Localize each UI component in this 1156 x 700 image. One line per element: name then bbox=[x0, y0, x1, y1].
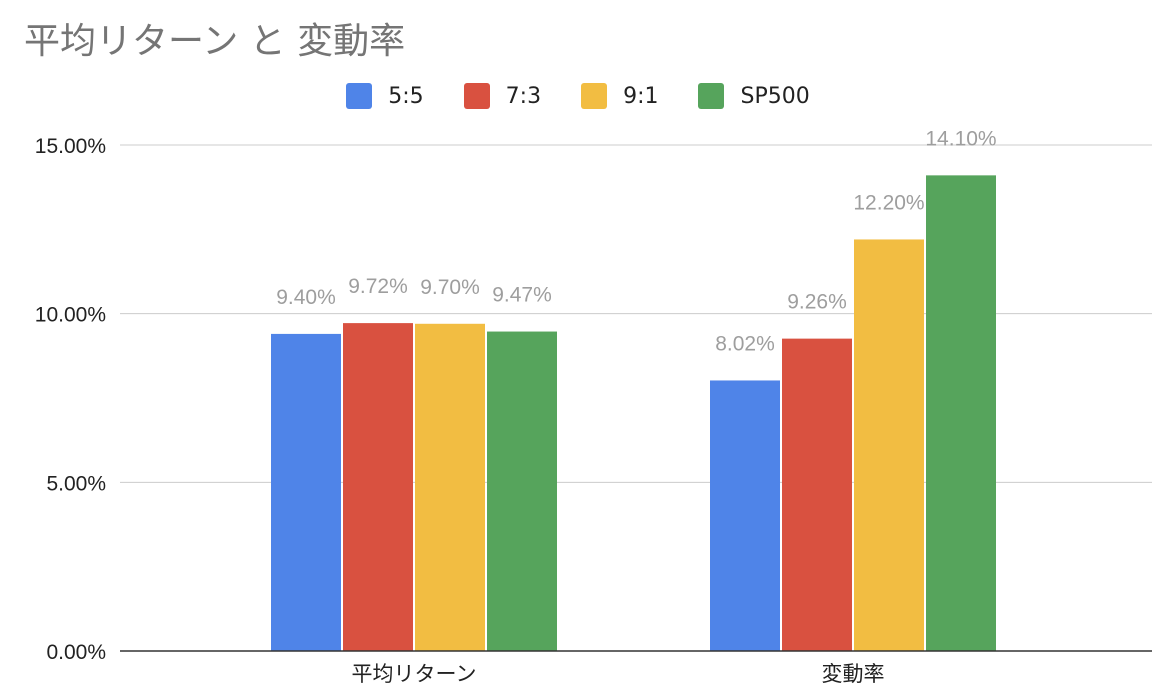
data-label: 9.26% bbox=[787, 291, 847, 314]
data-label: 8.02% bbox=[715, 332, 775, 355]
bar bbox=[926, 175, 996, 652]
legend-swatch bbox=[346, 83, 373, 109]
bar bbox=[271, 333, 341, 651]
x-tick-label: 平均リターン bbox=[352, 662, 477, 686]
y-tick-label: 10.00% bbox=[35, 304, 106, 327]
bar bbox=[854, 239, 924, 651]
legend-label: 5:5 bbox=[388, 83, 424, 109]
legend-label: 7:3 bbox=[505, 83, 542, 109]
legend-item: 5:5 bbox=[346, 83, 424, 109]
legend-swatch bbox=[581, 83, 608, 109]
x-tick-label: 変動率 bbox=[822, 662, 885, 686]
data-label: 9.40% bbox=[276, 286, 336, 309]
data-label: 9.70% bbox=[420, 276, 480, 299]
y-tick-label: 15.00% bbox=[35, 135, 106, 158]
chart-title: 平均リターン と 変動率 bbox=[24, 21, 406, 62]
y-tick-label: 5.00% bbox=[46, 472, 106, 495]
legend-label: 9:1 bbox=[623, 83, 659, 109]
data-label: 9.72% bbox=[348, 275, 408, 298]
legend-item: SP500 bbox=[698, 83, 810, 109]
bar bbox=[415, 323, 485, 651]
data-label: 12.20% bbox=[853, 191, 924, 214]
bar bbox=[487, 331, 557, 651]
legend-label: SP500 bbox=[740, 83, 810, 109]
bar bbox=[343, 323, 413, 651]
bar bbox=[710, 380, 780, 651]
data-label: 9.47% bbox=[492, 284, 552, 307]
legend-item: 9:1 bbox=[581, 83, 658, 109]
legend-swatch bbox=[698, 83, 725, 109]
legend: 5:5 7:3 9:1 SP500 bbox=[0, 80, 1156, 112]
bar bbox=[782, 338, 852, 651]
legend-item: 7:3 bbox=[463, 83, 542, 109]
data-label: 14.10% bbox=[925, 127, 996, 150]
y-tick-label: 0.00% bbox=[46, 641, 106, 664]
legend-swatch bbox=[463, 83, 490, 109]
